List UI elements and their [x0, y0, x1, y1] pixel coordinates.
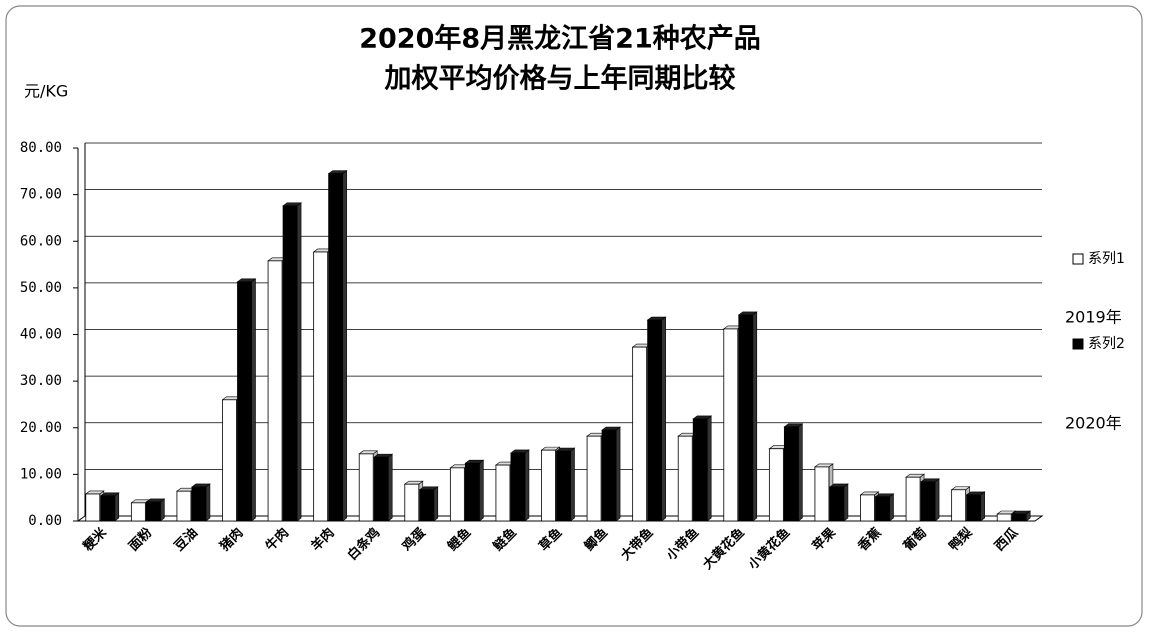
- y-axis-label: 元/KG: [24, 82, 68, 101]
- bar: [783, 426, 799, 522]
- bar: [449, 467, 465, 522]
- bar-side: [160, 498, 165, 522]
- bar: [373, 456, 389, 522]
- bar: [510, 452, 526, 522]
- bar: [145, 501, 161, 522]
- bar: [556, 450, 571, 522]
- legend-swatch: [1072, 338, 1084, 350]
- bar: [920, 481, 936, 522]
- bar: [677, 435, 693, 522]
- bar-side: [479, 459, 484, 522]
- bar: [267, 260, 283, 522]
- bar: [586, 435, 602, 522]
- bar: [237, 281, 252, 522]
- bar: [692, 418, 708, 522]
- bar: [1011, 513, 1027, 522]
- bar-side: [615, 426, 621, 522]
- bar-side: [843, 483, 849, 522]
- legend-label: 系列1: [1088, 251, 1125, 267]
- bar-side: [387, 453, 393, 522]
- bar-side: [980, 491, 985, 522]
- bar: [829, 486, 845, 522]
- bar: [768, 448, 784, 522]
- y-tick-label: 20.00: [20, 420, 62, 436]
- bar-side: [934, 478, 940, 522]
- bar-side: [433, 486, 439, 522]
- bar: [951, 489, 967, 522]
- bar: [723, 328, 739, 522]
- y-tick-label: 60.00: [20, 233, 62, 249]
- bar: [358, 453, 374, 522]
- bar: [85, 493, 101, 522]
- bar: [328, 173, 344, 522]
- y-tick-label: 0.00: [28, 513, 62, 529]
- bar: [100, 495, 116, 522]
- bar: [996, 513, 1012, 522]
- bar-side: [889, 493, 894, 522]
- chart-title: 2020年8月黑龙江省21种农产品: [359, 23, 761, 55]
- bar-side: [296, 202, 302, 522]
- bar: [282, 205, 298, 522]
- bar: [860, 494, 875, 522]
- bar: [130, 502, 146, 522]
- y-tick-label: 70.00: [20, 187, 62, 203]
- bar-side: [114, 492, 120, 522]
- bar-side: [205, 483, 211, 522]
- bar: [495, 464, 511, 522]
- legend-label: 系列2: [1088, 336, 1125, 352]
- bar-side: [342, 170, 347, 522]
- bar: [738, 314, 754, 522]
- bar: [647, 319, 663, 522]
- y-tick-label: 50.00: [20, 280, 62, 296]
- bar-side: [706, 415, 712, 522]
- y-tick-label: 80.00: [20, 140, 62, 156]
- bar-side: [251, 278, 256, 522]
- bar: [176, 490, 192, 522]
- bar: [313, 251, 329, 522]
- bar: [404, 483, 420, 522]
- bar: [222, 399, 237, 522]
- bar: [632, 346, 648, 522]
- chart-subtitle: 加权平均价格与上年同期比较: [385, 63, 736, 95]
- bar: [875, 496, 890, 522]
- bar-side: [752, 311, 758, 522]
- annotation: 2020年: [1065, 414, 1122, 433]
- bar-side: [661, 316, 666, 522]
- bar-side: [798, 423, 803, 522]
- y-tick-label: 40.00: [20, 327, 62, 343]
- legend-swatch: [1072, 253, 1084, 265]
- annotation: 2019年: [1065, 308, 1122, 327]
- bar: [814, 466, 830, 522]
- y-tick-label: 30.00: [20, 373, 62, 389]
- bar: [464, 462, 480, 522]
- bar-side: [524, 449, 530, 522]
- bar: [905, 476, 921, 522]
- bar: [966, 494, 982, 522]
- bar-side: [570, 447, 575, 522]
- bar: [541, 449, 556, 522]
- bar: [191, 486, 207, 522]
- bar: [419, 489, 435, 522]
- bar: [601, 429, 617, 522]
- y-tick-label: 10.00: [20, 466, 62, 482]
